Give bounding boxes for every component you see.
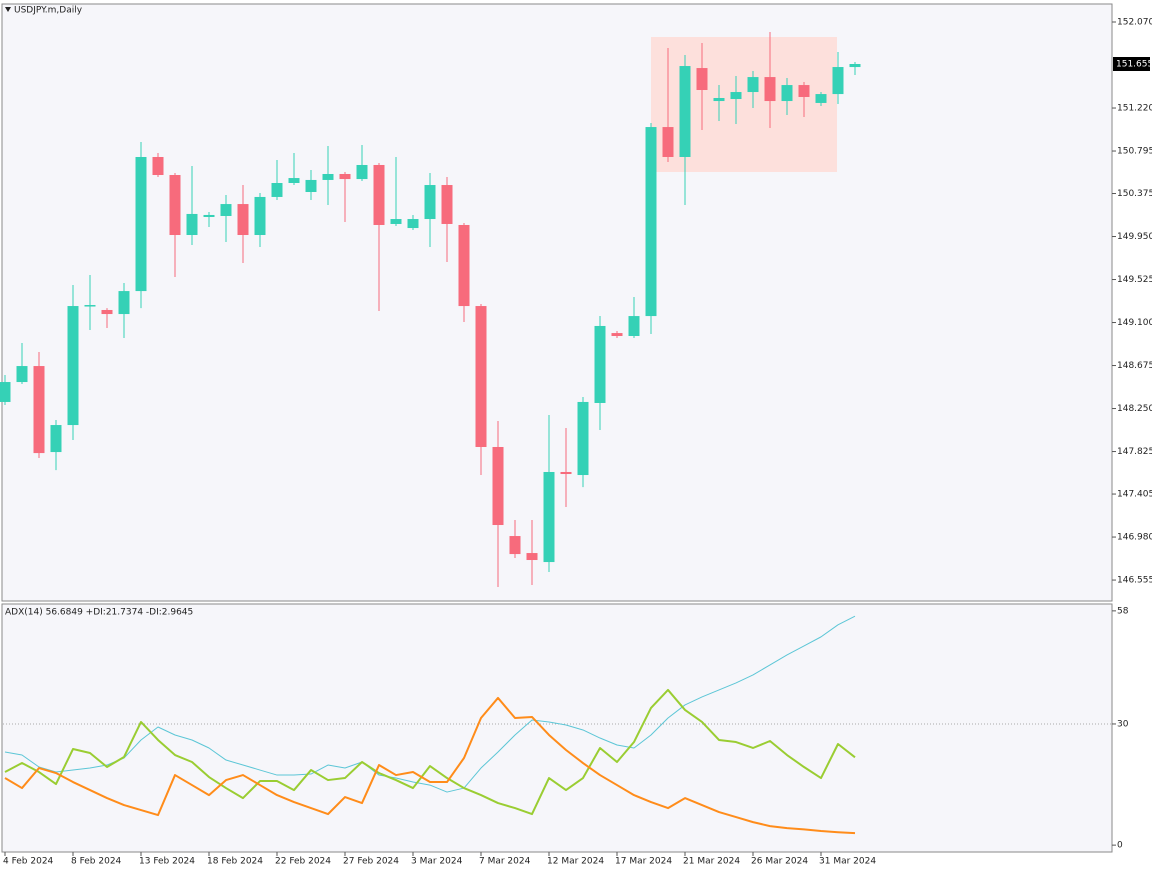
candle-body xyxy=(764,77,776,102)
candle-body xyxy=(356,164,368,180)
y-tick-label: 149.100 xyxy=(1117,318,1152,328)
candle-body xyxy=(492,446,504,526)
candle-body xyxy=(849,64,861,68)
candle-body xyxy=(424,185,436,220)
x-tick-label: 4 Feb 2024 xyxy=(3,857,54,867)
candle-body xyxy=(645,127,657,317)
indicator-line xyxy=(4,615,856,793)
candle-body xyxy=(577,401,589,476)
candle-body xyxy=(781,85,793,102)
x-tick-label: 12 Mar 2024 xyxy=(547,857,604,867)
x-tick-label: 7 Mar 2024 xyxy=(479,857,531,867)
candle-body xyxy=(475,306,487,447)
candle-body xyxy=(186,213,198,236)
x-tick-label: 3 Mar 2024 xyxy=(411,857,463,867)
y-tick-label: 146.555 xyxy=(1117,576,1152,586)
indicator-panel xyxy=(1,603,1113,853)
y-tick-label: 148.675 xyxy=(1117,361,1152,371)
candle-body xyxy=(118,291,130,315)
y-tick-label: 147.405 xyxy=(1117,490,1152,500)
candle-body xyxy=(594,325,606,403)
menu-triangle xyxy=(5,7,11,12)
x-tick-label: 21 Mar 2024 xyxy=(683,857,740,867)
candle-body xyxy=(220,204,232,216)
candle-body xyxy=(458,224,470,307)
y-tick-label: 149.950 xyxy=(1117,232,1152,242)
x-tick-label: 22 Feb 2024 xyxy=(275,857,331,867)
candle-body xyxy=(696,68,708,91)
indicator-line xyxy=(4,696,856,835)
candle-body xyxy=(271,182,283,197)
candle-body xyxy=(254,196,266,236)
candle-body xyxy=(339,173,351,180)
x-tick-label: 17 Mar 2024 xyxy=(615,857,672,867)
candle-body xyxy=(0,382,11,402)
candle-body xyxy=(815,94,827,103)
candle-body xyxy=(84,305,96,307)
candle-body xyxy=(798,85,810,97)
chart-title: USDJPY.m,Daily xyxy=(14,6,83,16)
candle-body xyxy=(747,77,759,93)
candle-body xyxy=(322,173,334,180)
indicator-line xyxy=(4,688,856,816)
candle-body xyxy=(662,127,674,157)
candle-body xyxy=(33,366,45,454)
y-tick-label: 151.220 xyxy=(1117,104,1152,114)
candle-body xyxy=(390,219,402,224)
candle-body xyxy=(237,204,249,236)
candle-body xyxy=(203,214,215,217)
current-price-box xyxy=(1113,57,1150,72)
candle-body xyxy=(560,471,572,475)
candle-body xyxy=(509,536,521,555)
candle-body xyxy=(441,185,453,224)
y-tick-label: 150.795 xyxy=(1117,147,1152,157)
candle-body xyxy=(407,219,419,229)
candle-body xyxy=(288,178,300,183)
candle-body xyxy=(526,553,538,561)
candle-body xyxy=(50,425,62,453)
y-tick-label: 150.375 xyxy=(1117,189,1152,199)
candle-body xyxy=(169,175,181,236)
x-tick-label: 13 Feb 2024 xyxy=(139,857,195,867)
y-tick-label: 148.250 xyxy=(1117,404,1152,414)
candle-body xyxy=(373,164,385,225)
y-tick-label: 152.070 xyxy=(1117,18,1152,28)
x-tick-label: 8 Feb 2024 xyxy=(71,857,122,867)
x-tick-label: 31 Mar 2024 xyxy=(819,857,876,867)
candle-body xyxy=(713,98,725,102)
candle-body xyxy=(152,156,164,176)
price-panel xyxy=(1,3,1113,602)
x-tick-label: 18 Feb 2024 xyxy=(207,857,263,867)
candle-body xyxy=(67,306,79,426)
y-tick-label: 147.825 xyxy=(1117,447,1152,457)
candle-body xyxy=(730,92,742,100)
candle-body xyxy=(628,316,640,336)
y-tick-label: 0 xyxy=(1117,841,1123,851)
candle-body xyxy=(101,309,113,315)
y-tick-label: 30 xyxy=(1117,719,1129,729)
candle-body xyxy=(543,471,555,563)
candle-body xyxy=(679,66,691,157)
y-tick-label: 58 xyxy=(1117,606,1129,616)
candle-body xyxy=(135,156,147,292)
candle-body xyxy=(832,67,844,95)
y-tick-label: 146.980 xyxy=(1117,533,1152,543)
highlight-box xyxy=(651,37,837,172)
current-price-label: 151.655 xyxy=(1116,60,1152,70)
indicator-title: ADX(14) 56.6849 +DI:21.7374 -DI:2.9645 xyxy=(5,608,193,618)
y-tick-label: 149.525 xyxy=(1117,275,1152,285)
x-tick-label: 26 Mar 2024 xyxy=(751,857,808,867)
x-tick-label: 27 Feb 2024 xyxy=(343,857,399,867)
candle-body xyxy=(305,179,317,193)
candle-body xyxy=(611,333,623,336)
candle-body xyxy=(16,366,28,383)
